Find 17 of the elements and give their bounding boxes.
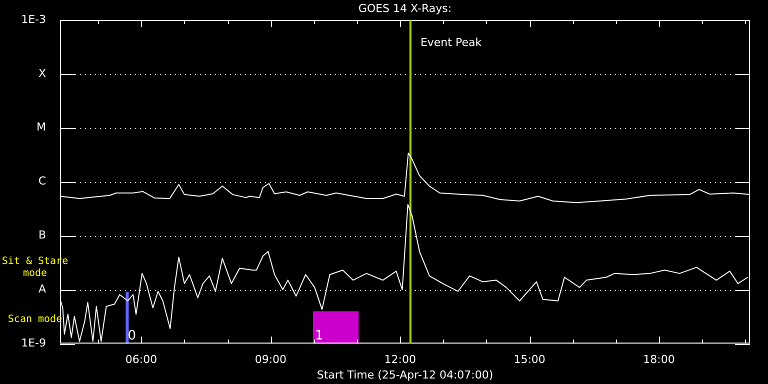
y-tick-label: M [36,120,46,134]
y-tick-label: 1E-9 [21,336,46,350]
x-tick-label: 18:00 [643,353,675,366]
band-label: 1 [314,328,324,344]
chart-title: GOES 14 X-Rays: [358,2,452,15]
y-tick-label: X [38,66,46,80]
ref-line-label: Event Peak [420,36,482,49]
y-tick-label: C [38,174,46,188]
band-label: 0 [128,328,136,344]
x-tick-label: 06:00 [125,353,158,366]
x-tick-label: 09:00 [254,353,287,366]
x-tick-label: 12:00 [384,353,416,366]
y-tick-label: A [38,282,46,296]
x-axis-title: Start Time (25-Apr-12 04:07:00) [316,368,494,382]
y-tick-label: B [38,228,46,242]
y-tick-label: 1E-3 [21,12,46,26]
x-tick-label: 15:00 [514,353,546,366]
